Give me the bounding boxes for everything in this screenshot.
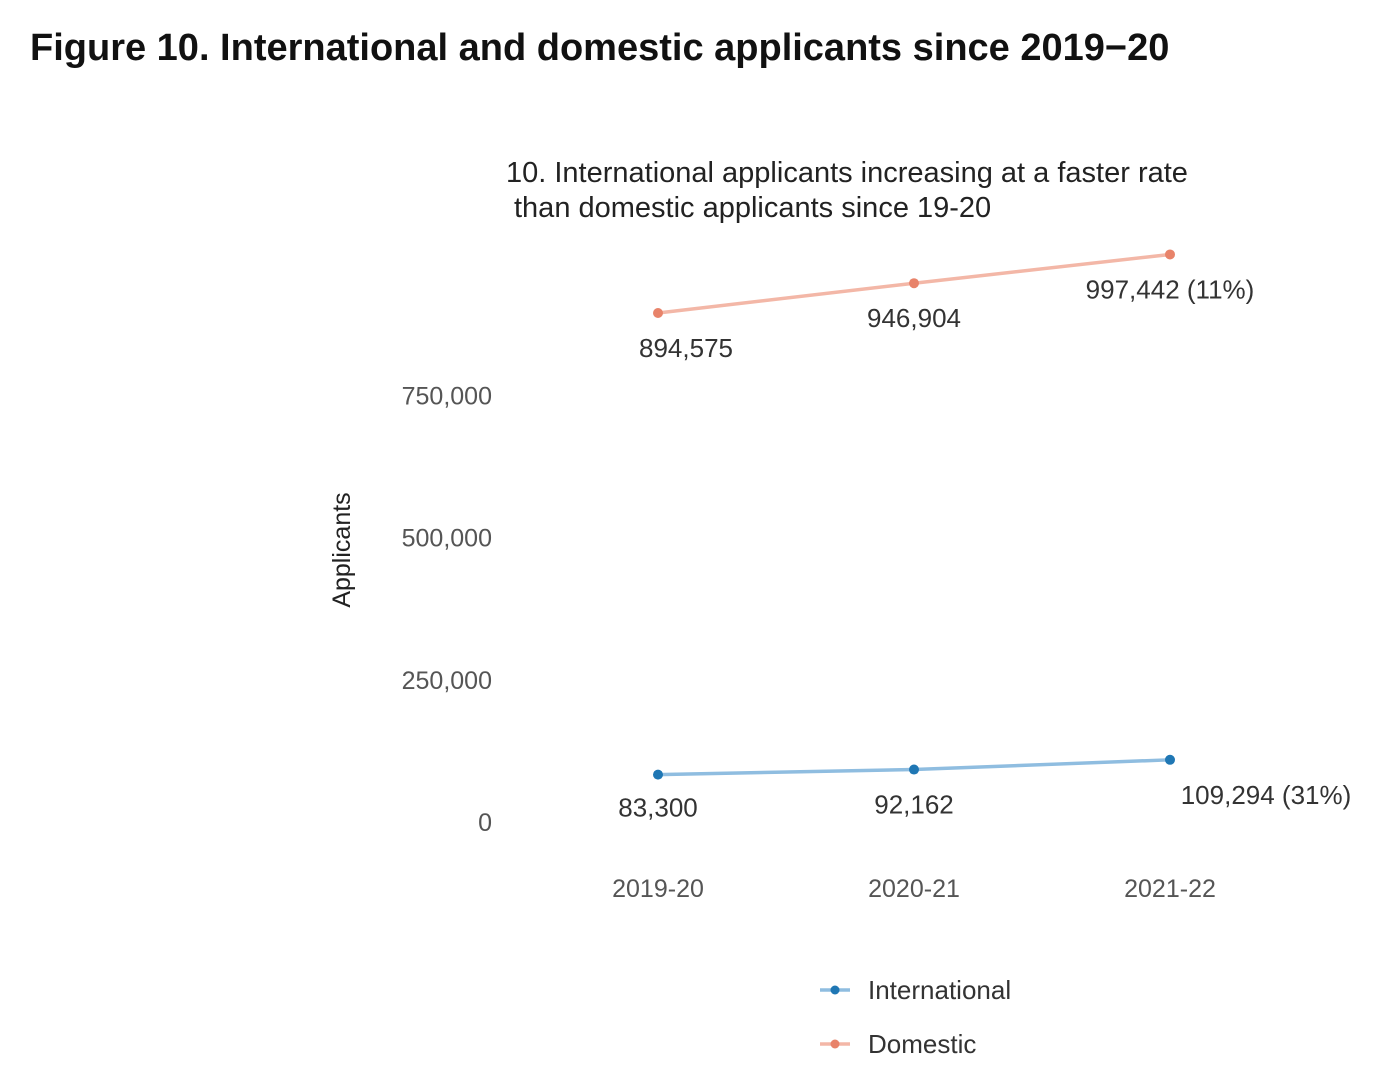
data-label-international: 83,300 bbox=[618, 793, 698, 823]
data-point-domestic bbox=[653, 307, 663, 318]
series-layer: 83,300 92,162 109,294 (31%) 894,575 946,904 9… bbox=[618, 249, 1352, 823]
data-label-international: 92,162 bbox=[874, 790, 954, 820]
legend: International Domestic bbox=[820, 975, 1011, 1059]
x-tick-label: 2020-21 bbox=[868, 875, 960, 903]
x-axis-ticks: 2019-20 2020-21 2021-22 bbox=[612, 875, 1216, 903]
x-tick-label: 2019-20 bbox=[612, 875, 704, 903]
legend-label-international: International bbox=[868, 975, 1011, 1005]
legend-item-international: International bbox=[820, 975, 1011, 1005]
chart-title-line-2: than domestic applicants since 19-20 bbox=[514, 192, 991, 224]
series-international: 83,300 92,162 109,294 (31%) bbox=[618, 754, 1352, 823]
data-label-domestic: 894,575 bbox=[639, 333, 733, 363]
legend-marker-domestic bbox=[830, 1039, 840, 1049]
y-tick-label: 0 bbox=[478, 809, 492, 837]
data-label-domestic: 946,904 bbox=[867, 303, 961, 333]
y-axis-ticks: 0 250,000 500,000 750,000 bbox=[402, 382, 492, 837]
series-domestic: 894,575 946,904 997,442 (11%) bbox=[639, 249, 1254, 363]
data-point-international bbox=[1165, 754, 1175, 765]
legend-label-domestic: Domestic bbox=[868, 1029, 976, 1059]
data-label-domestic: 997,442 (11%) bbox=[1086, 274, 1255, 304]
data-point-international bbox=[653, 769, 663, 780]
data-label-international: 109,294 (31%) bbox=[1181, 780, 1352, 810]
legend-item-domestic: Domestic bbox=[820, 1029, 976, 1059]
data-point-domestic bbox=[909, 278, 919, 289]
figure-title: Figure 10. International and domestic ap… bbox=[30, 27, 1169, 69]
legend-marker-international bbox=[830, 985, 840, 995]
data-point-international bbox=[909, 764, 919, 775]
y-axis-label: Applicants bbox=[328, 492, 356, 607]
data-point-domestic bbox=[1165, 249, 1175, 260]
y-tick-label: 500,000 bbox=[402, 525, 492, 553]
x-tick-label: 2021-22 bbox=[1124, 875, 1216, 903]
y-tick-label: 250,000 bbox=[402, 667, 492, 695]
chart-title-line-1: 10. International applicants increasing … bbox=[506, 157, 1188, 189]
y-tick-label: 750,000 bbox=[402, 382, 492, 410]
